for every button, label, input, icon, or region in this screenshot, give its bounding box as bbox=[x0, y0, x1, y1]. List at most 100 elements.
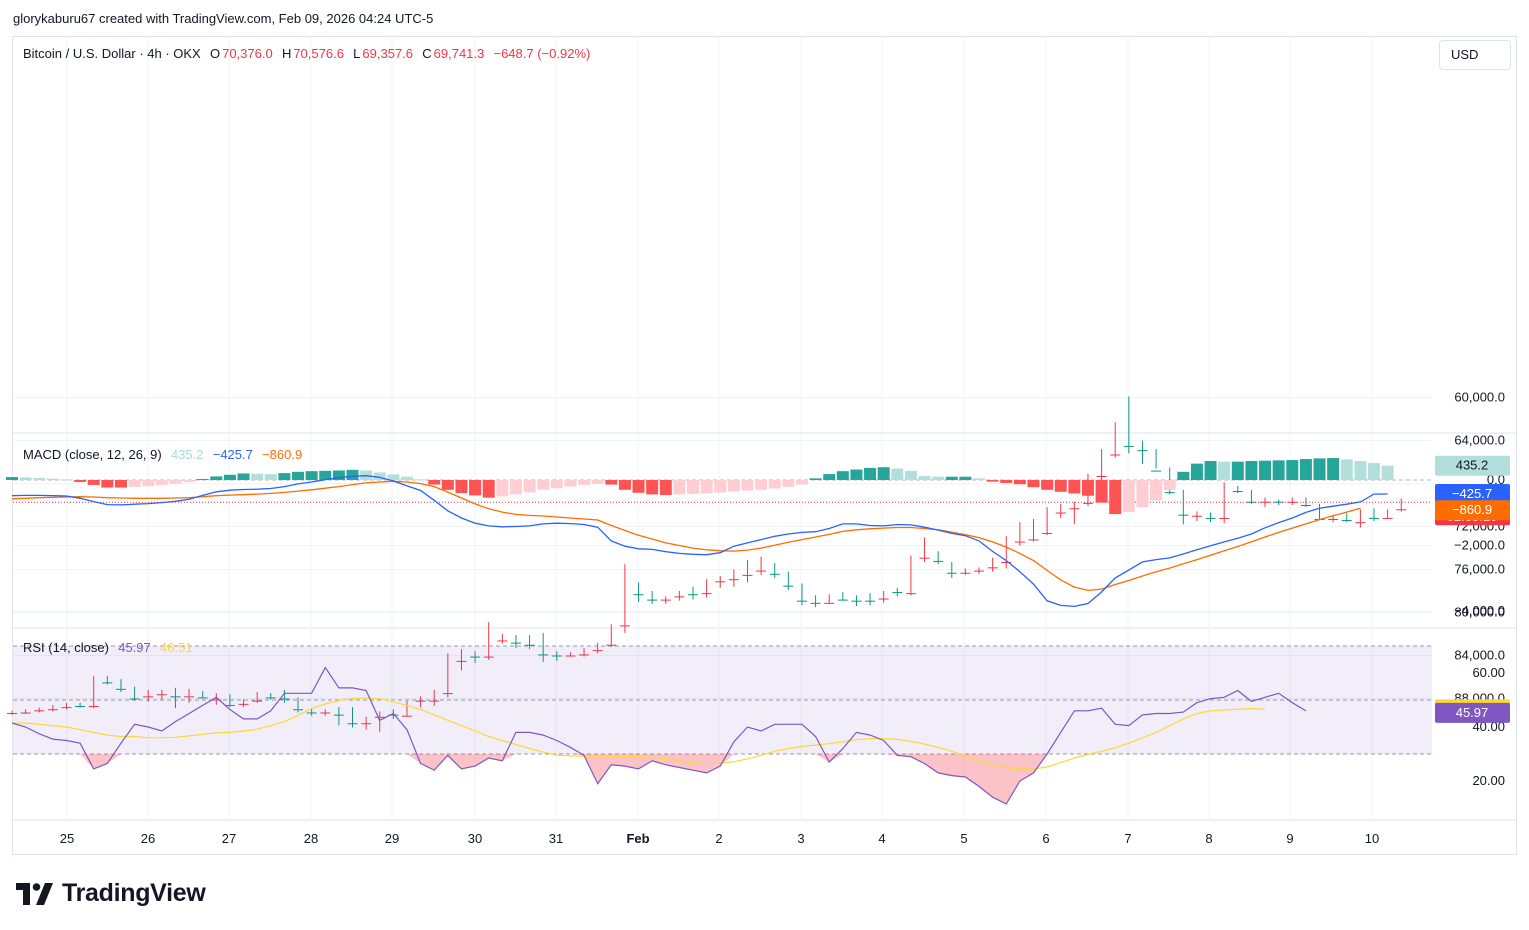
candle-body bbox=[306, 712, 317, 714]
tradingview-logo[interactable]: TradingView bbox=[16, 879, 206, 908]
macd-legend: MACD (close, 12, 26, 9) 435.2 −425.7 −86… bbox=[23, 447, 304, 462]
macd-histogram-bar bbox=[809, 478, 822, 480]
candle-body bbox=[1300, 505, 1311, 506]
time-axis-label: 31 bbox=[549, 831, 563, 846]
macd-histogram-bar bbox=[1068, 480, 1081, 494]
candle-body bbox=[810, 602, 821, 604]
candle-body bbox=[61, 707, 72, 709]
candle-body bbox=[102, 682, 113, 684]
rsi-line bbox=[11, 666, 1307, 805]
macd-histogram-bar bbox=[782, 480, 795, 487]
macd-histogram-bar bbox=[823, 474, 836, 480]
macd-histogram-bar bbox=[223, 474, 236, 480]
high-label: H bbox=[281, 46, 292, 61]
macd-histogram-bar bbox=[932, 476, 945, 480]
candle-body bbox=[184, 696, 195, 698]
candle-body bbox=[401, 715, 412, 717]
candle-body bbox=[470, 656, 481, 658]
candle-body bbox=[415, 700, 426, 702]
macd-histogram-bar bbox=[605, 480, 618, 485]
macd-histogram-bar bbox=[305, 471, 318, 480]
time-axis-label: 8 bbox=[1205, 831, 1212, 846]
macd-histogram-bar bbox=[727, 480, 740, 492]
macd-histogram-bar bbox=[482, 480, 495, 498]
candle-body bbox=[1055, 512, 1066, 514]
rsi-oversold-fill bbox=[965, 754, 980, 787]
candle-body bbox=[442, 693, 453, 695]
macd-histogram-bar bbox=[74, 480, 87, 482]
low-value: 69,357.6 bbox=[362, 46, 414, 61]
macd-signal-value: −860.9 bbox=[262, 447, 303, 462]
macd-histogram-bar bbox=[632, 480, 645, 493]
rsi-oversold-fill bbox=[992, 754, 1007, 804]
rsi-oversold-fill bbox=[924, 754, 939, 773]
time-axis-label: 5 bbox=[960, 831, 967, 846]
candle-body bbox=[224, 704, 235, 706]
macd-histogram-bar bbox=[387, 474, 400, 480]
close-label: C bbox=[422, 46, 432, 61]
change-value: −648.7 (−0.92%) bbox=[493, 46, 591, 61]
candle-body bbox=[728, 579, 739, 581]
rsi-oversold-fill bbox=[107, 754, 121, 764]
currency-button[interactable]: USD bbox=[1439, 40, 1511, 70]
macd-histogram-bar bbox=[523, 480, 536, 493]
open-label: O bbox=[209, 46, 221, 61]
rsi-oversold-fill bbox=[624, 754, 639, 769]
candle-body bbox=[783, 585, 794, 587]
rsi-oversold-fill bbox=[883, 754, 898, 756]
macd-hist-tag bbox=[1435, 455, 1510, 476]
rsi-tag-text: 45.97 bbox=[1456, 705, 1489, 720]
candle-body bbox=[7, 713, 17, 715]
candle-body bbox=[1069, 508, 1080, 510]
rsi-oversold-fill bbox=[938, 754, 952, 776]
open-value: 70,376.0 bbox=[222, 46, 273, 61]
rsi-oversold-fill bbox=[420, 754, 435, 771]
price-axis-label: 60,000.0 bbox=[1454, 390, 1505, 405]
macd-histogram-bar bbox=[155, 480, 168, 485]
candle-body bbox=[1001, 561, 1012, 563]
macd-histogram-bar bbox=[1190, 463, 1203, 480]
candle-body bbox=[1178, 514, 1189, 516]
rsi-oversold-fill bbox=[461, 754, 476, 769]
candle-body bbox=[756, 570, 767, 572]
macd-histogram-bar bbox=[768, 480, 781, 489]
macd-histogram-bar bbox=[618, 480, 631, 490]
candles bbox=[7, 396, 1432, 732]
macd-histogram-bar bbox=[169, 480, 182, 484]
macd-histogram-bar bbox=[509, 480, 522, 495]
macd-hist-value: 435.2 bbox=[170, 447, 204, 462]
time-axis-label: 2 bbox=[715, 831, 722, 846]
candle-body bbox=[660, 599, 671, 601]
macd-histogram-bar bbox=[319, 470, 332, 480]
rsi-oversold-fill bbox=[638, 754, 653, 769]
candle-body bbox=[1137, 450, 1148, 452]
macd-histogram-bar bbox=[945, 476, 958, 480]
time-axis-label: Feb bbox=[626, 831, 649, 846]
macd-histogram-bar bbox=[142, 480, 155, 487]
price-axis-label: 80,000.0 bbox=[1454, 605, 1505, 620]
rsi-oversold-fill bbox=[1006, 754, 1020, 804]
macd-histogram-bar bbox=[537, 480, 550, 490]
candle-body bbox=[388, 714, 399, 716]
candle-body bbox=[279, 698, 290, 700]
macd-histogram-bar bbox=[264, 474, 277, 480]
candle-body bbox=[429, 700, 440, 702]
candle-body bbox=[1341, 520, 1352, 522]
candle-body bbox=[524, 644, 535, 646]
macd-histogram-bar bbox=[864, 467, 877, 480]
candle-body bbox=[579, 654, 590, 656]
macd-histogram-bar bbox=[346, 469, 359, 480]
candle-body bbox=[510, 642, 521, 644]
candle-body bbox=[197, 697, 208, 699]
candle-body bbox=[1246, 501, 1257, 503]
candle-body bbox=[538, 654, 549, 656]
macd-histogram-bar bbox=[659, 480, 672, 496]
time-axis-label: 9 bbox=[1286, 831, 1293, 846]
tradingview-wordmark: TradingView bbox=[62, 879, 206, 907]
candle-body bbox=[987, 567, 998, 569]
macd-histogram-bar bbox=[196, 479, 209, 481]
macd-histogram-bar bbox=[237, 473, 250, 480]
macd-histogram-bar bbox=[755, 480, 768, 490]
macd-histogram-bar bbox=[973, 478, 986, 480]
